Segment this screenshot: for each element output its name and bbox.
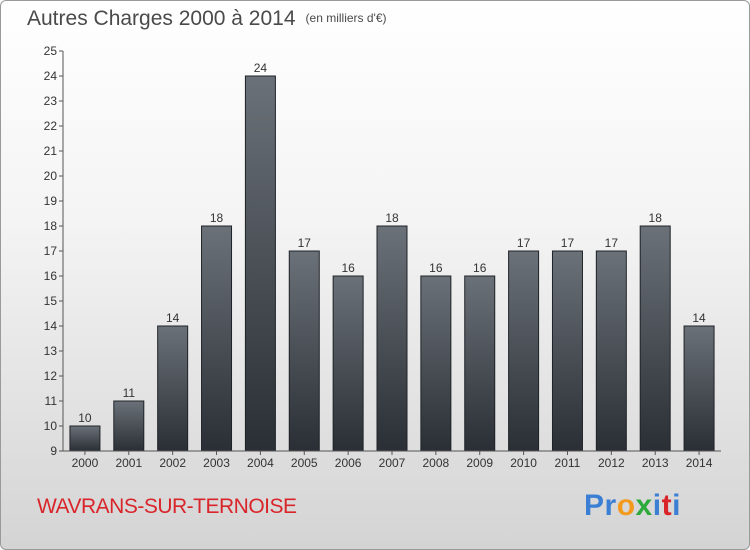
y-tick-label: 22 <box>44 119 58 133</box>
y-tick-label: 21 <box>44 144 58 158</box>
bar-2005 <box>288 250 320 452</box>
y-tick-label: 20 <box>44 169 58 183</box>
y-tick-label: 25 <box>44 44 58 58</box>
y-tick-label: 18 <box>44 219 58 233</box>
y-tick-label: 14 <box>44 319 58 333</box>
bar-value-label: 18 <box>210 211 224 225</box>
x-tick-label: 2012 <box>598 456 625 470</box>
y-tick-label: 19 <box>44 194 58 208</box>
y-tick-label: 24 <box>44 69 58 83</box>
x-tick-label: 2000 <box>72 456 99 470</box>
y-tick-label: 13 <box>44 344 58 358</box>
y-tick-label: 16 <box>44 269 58 283</box>
x-tick-label: 2002 <box>159 456 186 470</box>
bar-value-label: 16 <box>429 261 443 275</box>
bar-2012 <box>595 250 627 452</box>
bar-2002 <box>157 325 189 452</box>
bar-2008 <box>420 275 452 452</box>
bar-2004 <box>244 75 276 452</box>
bar-2011 <box>551 250 583 452</box>
bar-2001 <box>113 400 145 452</box>
bar-value-label: 16 <box>341 261 355 275</box>
bar-value-label: 24 <box>254 61 268 75</box>
logo-letter: P <box>584 489 605 522</box>
logo-letter: i <box>672 489 681 522</box>
bar-2009 <box>464 275 496 452</box>
x-tick-label: 2014 <box>686 456 713 470</box>
x-tick-label: 2013 <box>642 456 669 470</box>
title-unit: (en milliers d'€) <box>305 11 387 25</box>
bar-2003 <box>201 225 233 452</box>
logo-letter: t <box>661 489 673 522</box>
bar-value-label: 17 <box>605 236 619 250</box>
title-text: Autres Charges 2000 à 2014 <box>27 7 296 30</box>
bar-value-label: 16 <box>473 261 487 275</box>
y-tick-label: 9 <box>50 444 57 458</box>
x-tick-label: 2007 <box>379 456 406 470</box>
bar-2007 <box>376 225 408 452</box>
bar-value-label: 14 <box>692 311 706 325</box>
bar-2006 <box>332 275 364 452</box>
y-tick-label: 10 <box>44 419 58 433</box>
y-tick-label: 12 <box>44 369 58 383</box>
x-tick-label: 2010 <box>510 456 537 470</box>
x-tick-label: 2003 <box>203 456 230 470</box>
bar-value-label: 17 <box>298 236 312 250</box>
x-axis: 2000 2001 2002 2003 2004 2005 2006 2007 2008 2009… <box>63 450 721 470</box>
x-tick-label: 2005 <box>291 456 318 470</box>
x-tick-label: 2009 <box>466 456 493 470</box>
bar-value-label: 18 <box>649 211 663 225</box>
logo-letter: i <box>652 489 662 522</box>
chart-title: Autres Charges 2000 à 2014 (en milliers d… <box>27 7 387 31</box>
bar-value-label: 18 <box>385 211 399 225</box>
proxiti-logo: Proxiti <box>584 489 681 523</box>
bar-2010 <box>508 250 540 452</box>
logo-letter: o <box>616 489 636 522</box>
x-tick-label: 2001 <box>115 456 142 470</box>
y-tick-label: 15 <box>44 294 58 308</box>
bar-2013 <box>639 225 671 452</box>
y-axis: 9 10 11 12 13 14 15 16 17 18 19 20 21 22 23 24 25 <box>44 44 64 458</box>
y-tick-label: 17 <box>44 244 58 258</box>
bar-value-label: 11 <box>123 386 136 400</box>
x-tick-label: 2008 <box>423 456 450 470</box>
bar-value-label: 14 <box>166 311 180 325</box>
bar-2000 <box>69 425 101 452</box>
bar-2014 <box>683 325 715 452</box>
y-tick-label: 23 <box>44 94 58 108</box>
bar-value-label: 17 <box>561 236 575 250</box>
bar-value-label: 17 <box>517 236 531 250</box>
commune-name: WAVRANS-SUR-TERNOISE <box>37 495 297 518</box>
x-tick-label: 2004 <box>247 456 274 470</box>
x-tick-label: 2011 <box>555 456 581 470</box>
bars: 10 11 14 18 24 17 16 18 16 16 17 17 17 18 14 <box>69 61 715 452</box>
y-tick-label: 11 <box>45 394 58 408</box>
x-tick-label: 2006 <box>335 456 362 470</box>
logo-letter: x <box>635 489 653 522</box>
logo-letter: r <box>604 489 617 522</box>
bar-value-label: 10 <box>78 411 92 425</box>
